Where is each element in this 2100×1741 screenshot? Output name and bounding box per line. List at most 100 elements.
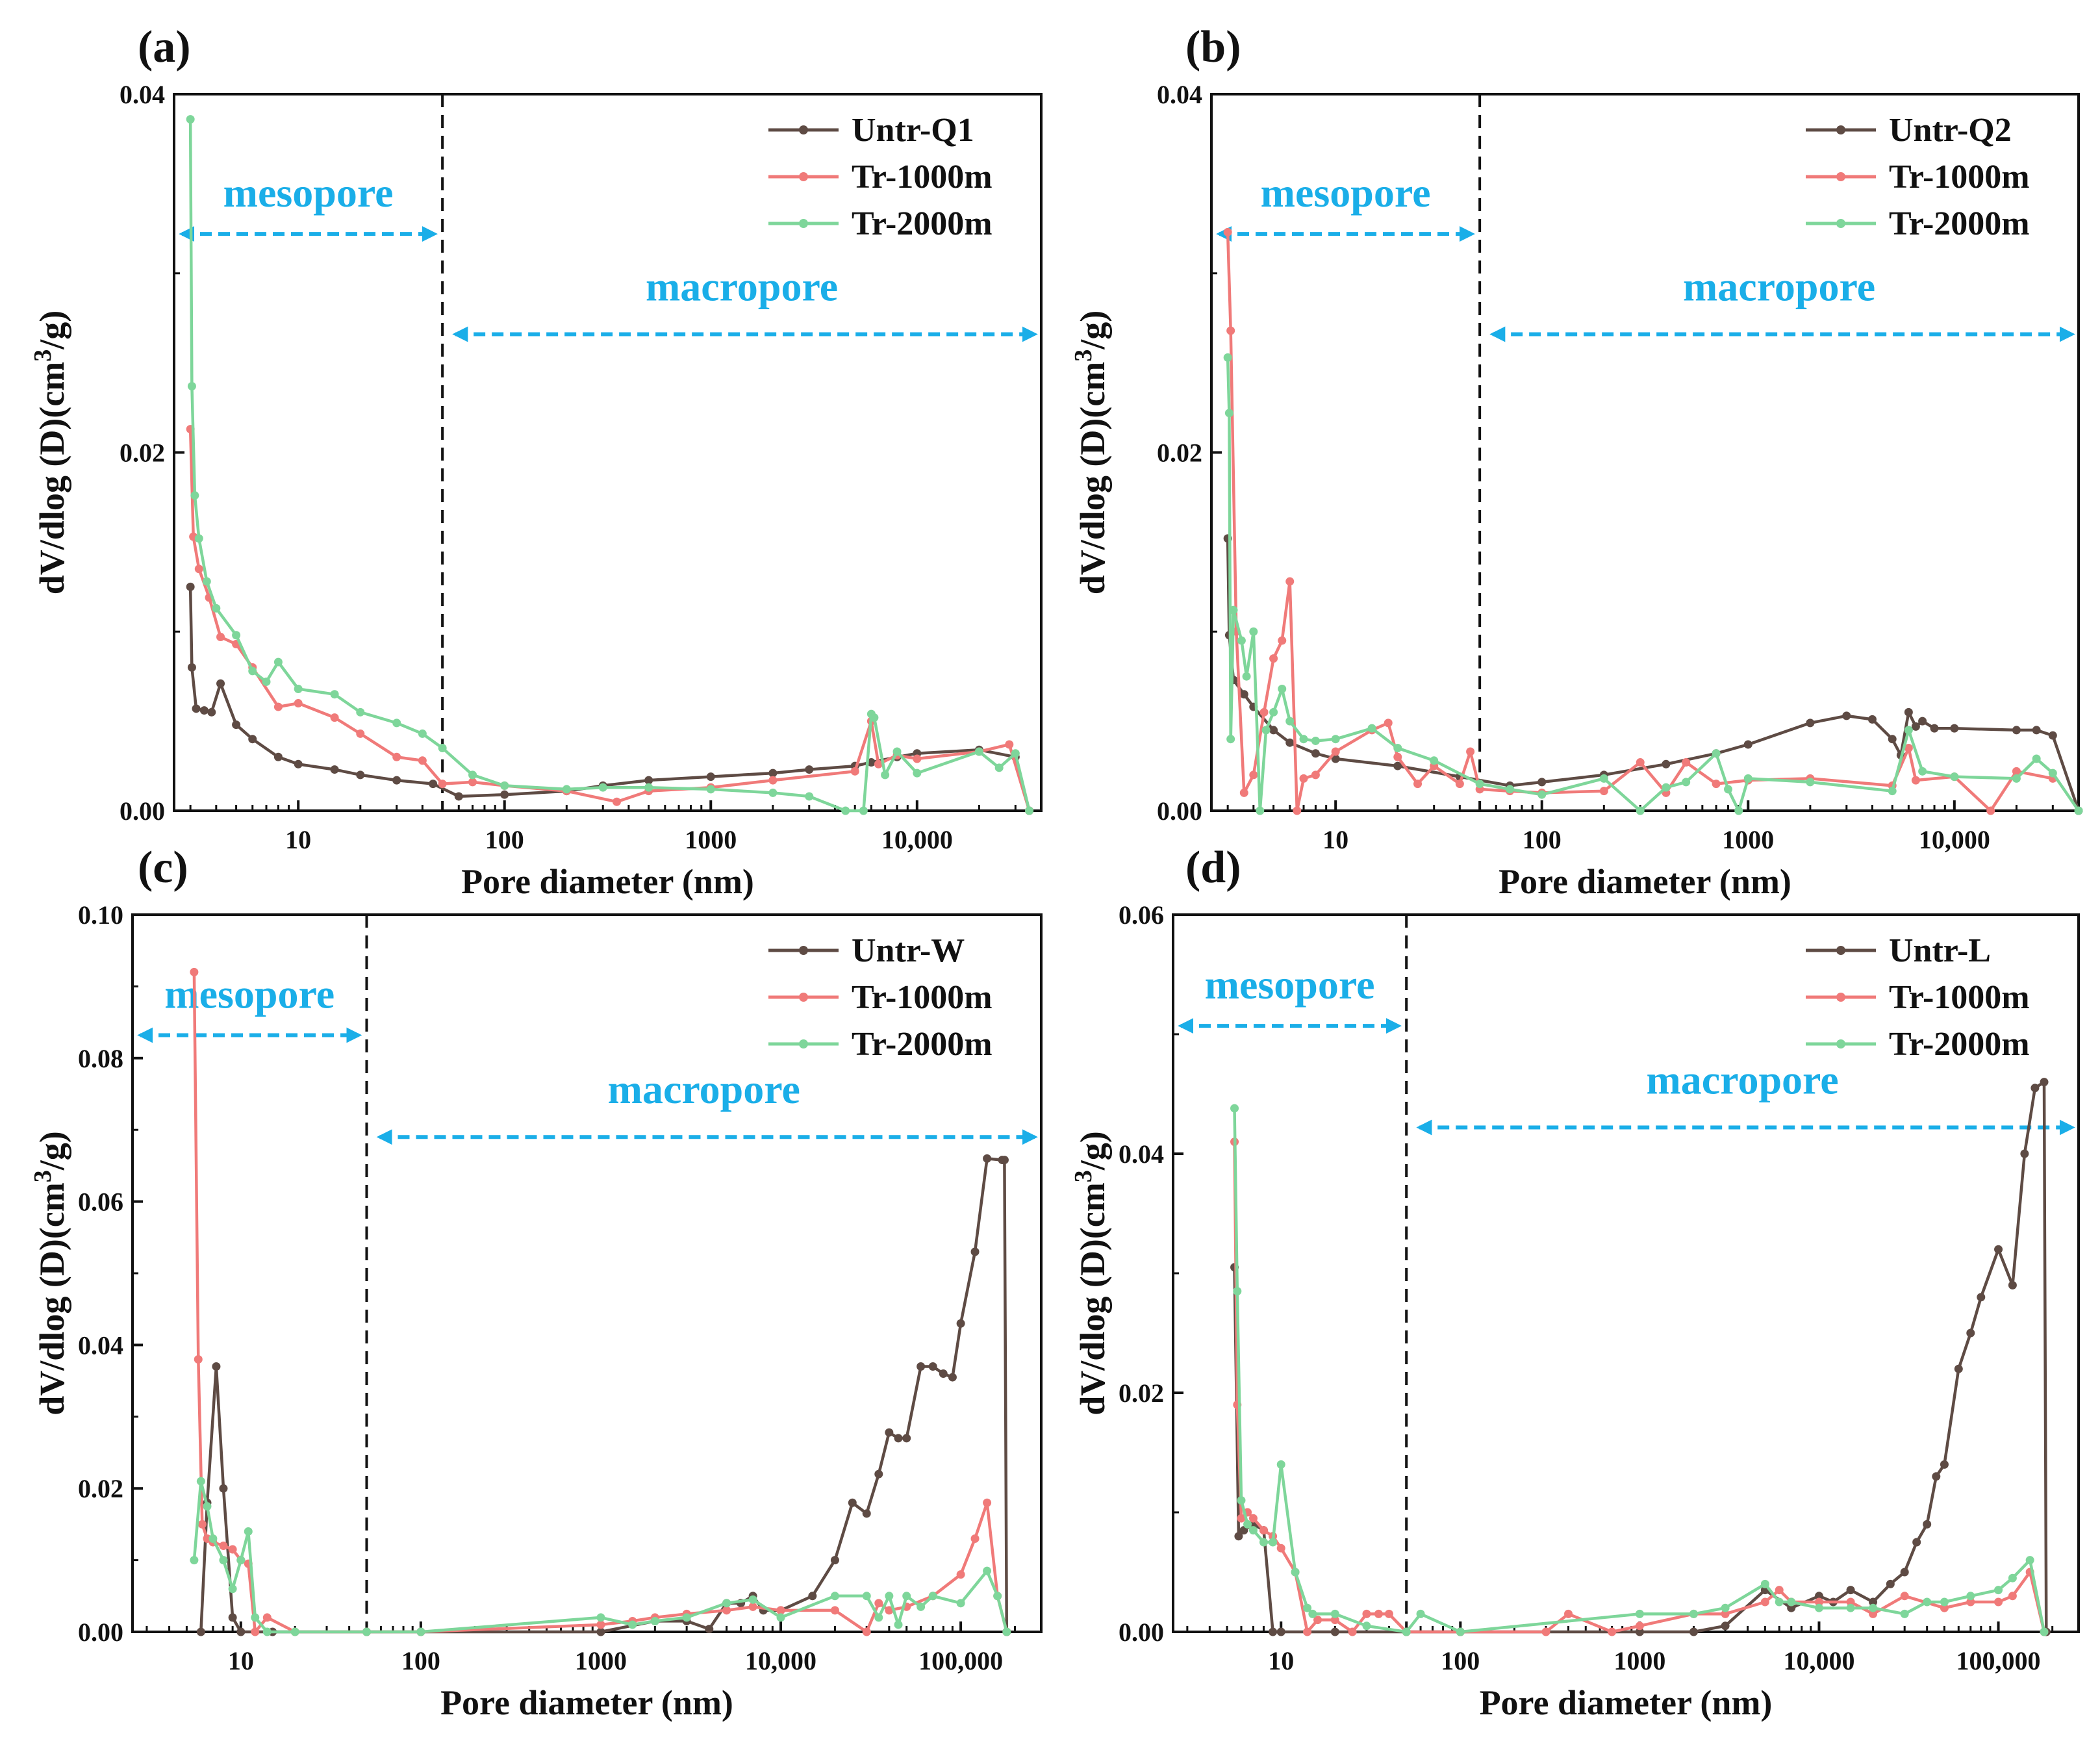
legend-item: Tr-1000m — [1806, 979, 2030, 1016]
data-point — [330, 690, 339, 699]
data-point — [219, 1484, 228, 1493]
data-point — [1608, 1627, 1617, 1636]
x-tick-label: 100 — [401, 1646, 440, 1675]
data-point — [197, 1519, 207, 1529]
y-tick-label: 0.00 — [78, 1618, 123, 1647]
data-point — [2008, 1592, 2017, 1601]
data-point — [948, 1373, 957, 1382]
data-point — [1662, 759, 1671, 769]
data-point — [1930, 724, 1939, 733]
data-point — [262, 677, 271, 686]
data-point — [830, 1606, 839, 1615]
data-point — [1734, 806, 1743, 815]
data-point — [867, 758, 876, 767]
data-point — [1977, 1293, 1986, 1302]
data-point — [1635, 1627, 1644, 1636]
data-point — [438, 780, 447, 789]
data-point — [776, 1606, 785, 1615]
data-point — [928, 1592, 937, 1601]
data-point — [1775, 1597, 1784, 1607]
data-point — [1888, 735, 1897, 744]
data-point — [1723, 785, 1732, 794]
y-axis-label: dV/dlog (D)(cm3/g) — [29, 311, 71, 594]
data-point — [1994, 1245, 2003, 1254]
data-point — [874, 1599, 883, 1608]
data-point — [228, 1545, 237, 1554]
y-tick-label: 0.04 — [78, 1330, 123, 1360]
data-point — [1259, 707, 1269, 717]
legend-item: Untr-W — [768, 932, 965, 969]
y-axis-label-main: dV/dlog (D)(cm — [32, 1182, 71, 1415]
data-point — [187, 381, 196, 390]
data-point — [1599, 774, 1608, 783]
data-point — [706, 772, 715, 782]
data-point — [1636, 758, 1645, 767]
data-point — [1223, 353, 1232, 362]
data-point — [1229, 605, 1238, 615]
data-point — [1233, 1287, 1242, 1296]
x-axis-label: Pore diameter (nm) — [461, 862, 754, 901]
data-point — [885, 1592, 894, 1601]
data-point — [970, 1534, 980, 1543]
legend-label: Untr-W — [852, 932, 965, 969]
y-axis-label-superscript: 3 — [1070, 349, 1097, 362]
data-point — [219, 1556, 228, 1565]
legend-label: Tr-1000m — [852, 159, 993, 196]
legend-item: Tr-2000m — [768, 205, 993, 242]
x-tick-label: 10,000 — [881, 825, 953, 854]
data-point — [2032, 754, 2041, 763]
legend-label: Untr-L — [1889, 932, 1991, 969]
data-point — [1237, 636, 1246, 645]
chart-panel-b: (b) 0.00 0.02 0.04 10 100 1000 10,000 Pore diame… — [1070, 22, 2083, 901]
data-point — [2040, 1078, 2049, 1087]
legend-marker — [1836, 1039, 1845, 1048]
data-point — [1230, 1104, 1239, 1113]
data-point — [917, 1602, 926, 1611]
legend-marker — [799, 219, 808, 228]
data-point — [1940, 1460, 1949, 1469]
data-point — [1743, 740, 1752, 749]
data-point — [1311, 736, 1320, 745]
data-point — [362, 1627, 371, 1636]
data-point — [1537, 790, 1547, 799]
data-point — [1269, 1538, 1278, 1547]
data-point — [356, 770, 365, 780]
legend-label: Tr-1000m — [852, 979, 993, 1016]
data-point — [841, 806, 850, 815]
data-point — [956, 1599, 965, 1608]
data-point — [273, 752, 283, 761]
data-point — [1846, 1603, 1855, 1612]
y-axis-label-main: dV/dlog (D)(cm — [1073, 1182, 1112, 1415]
data-point — [1787, 1603, 1796, 1612]
y-axis-label: dV/dlog (D)(cm3/g) — [1070, 311, 1112, 594]
data-point — [1237, 1514, 1246, 1523]
y-tick-label: 0.02 — [78, 1474, 123, 1503]
data-point — [848, 1498, 857, 1507]
data-point — [232, 720, 241, 730]
data-point — [1689, 1627, 1698, 1636]
data-point — [202, 577, 211, 586]
legend-marker — [799, 946, 808, 955]
data-point — [1259, 1538, 1268, 1547]
series-tr-1000m — [1230, 1137, 2049, 1636]
data-point — [1248, 1526, 1258, 1535]
data-point — [1950, 772, 1959, 782]
chart-panel-d: (d) 0.00 0.02 0.04 0.06 10 100 1000 10,000 100,00… — [1070, 843, 2080, 1722]
data-point — [244, 1527, 253, 1536]
data-point — [1276, 1460, 1285, 1469]
data-point — [1635, 1621, 1644, 1631]
data-point — [1743, 774, 1752, 783]
series-tr-1000m — [190, 967, 1011, 1636]
y-tick-label: 0.06 — [78, 1188, 123, 1217]
mesopore-label: mesopore — [164, 971, 335, 1017]
data-point — [768, 769, 778, 778]
legend-marker — [1836, 993, 1845, 1002]
x-tick-label: 10 — [228, 1646, 254, 1675]
data-point — [2040, 1627, 2049, 1636]
data-point — [1904, 707, 1913, 717]
data-point — [196, 1627, 205, 1636]
y-axis-label-superscript: 3 — [29, 1170, 57, 1182]
data-point — [2048, 731, 2057, 740]
legend-marker — [1836, 125, 1845, 134]
data-point — [228, 1584, 237, 1594]
